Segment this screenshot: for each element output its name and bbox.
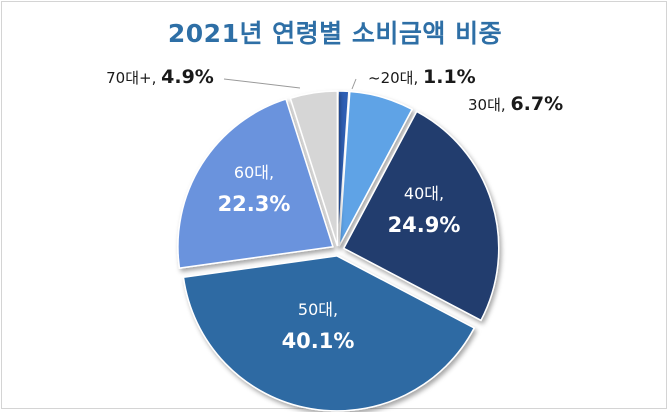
slice-value-3: 24.9%: [388, 213, 461, 237]
leader-line-6: [223, 78, 301, 89]
pie-slice-5: [177, 98, 334, 270]
slice-label-2: 30대, 6.7%: [468, 93, 563, 115]
slice-value-2: 6.7%: [510, 93, 563, 115]
slice-category-3: 40대,: [404, 184, 444, 203]
slice-value-4: 40.1%: [282, 329, 355, 353]
pie-slice-1: [337, 90, 350, 247]
slice-category-4: 50대,: [298, 300, 338, 319]
slice-category-6: 70대+,: [106, 69, 161, 87]
slice-label-6: 70대+, 4.9%: [106, 66, 214, 88]
slice-category-2: 30대,: [468, 96, 510, 114]
pie-slice-4: [182, 255, 476, 412]
leader-line-1: [351, 78, 357, 90]
slice-category-1: ~20대,: [368, 69, 423, 87]
slice-value-6: 4.9%: [161, 66, 214, 88]
chart-title: 2021년 연령별 소비금액 비중: [167, 19, 503, 48]
slice-category-5: 60대,: [234, 163, 274, 182]
pie-slice-2: [338, 90, 414, 247]
pie-slice-6: [289, 90, 339, 247]
slice-value-1: 1.1%: [423, 66, 476, 88]
pie-slice-3: [342, 110, 500, 322]
slice-label-1: ~20대, 1.1%: [368, 66, 476, 88]
slice-value-5: 22.3%: [218, 192, 291, 216]
